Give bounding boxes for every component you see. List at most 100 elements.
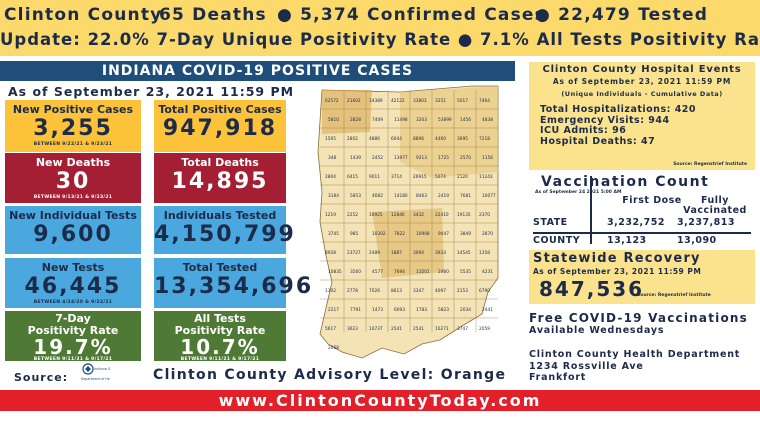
county-count: 2804	[325, 174, 336, 180]
positivity-7day-value: 19.7%	[33, 335, 113, 359]
county-count: 2034	[460, 307, 471, 313]
county-count: 2570	[460, 155, 471, 161]
county-count: 1302	[325, 288, 336, 294]
recovery-as-of: As of September 23, 2021 11:59 PM	[533, 267, 702, 276]
county-count: 23727	[347, 250, 361, 256]
individuals-tested-box: Individuals Tested 4,150,799	[154, 206, 296, 254]
county-count: 7464	[479, 98, 490, 104]
hospital-row: ICU Admits: 96	[540, 125, 627, 136]
county-count: 11243	[479, 174, 493, 180]
individuals-tested-value: 4,150,799	[154, 222, 296, 247]
county-count: 7822	[394, 231, 405, 237]
county-count: 3347	[413, 288, 424, 294]
county-count: 19135	[457, 212, 471, 218]
county-count: 10737	[369, 326, 383, 332]
county-row: COUNTY 13,123 13,090	[533, 232, 751, 246]
statewide-recovery-panel: Statewide Recovery As of September 23, 2…	[529, 250, 755, 304]
county-count: 3560	[350, 269, 361, 275]
county-count: 5017	[457, 98, 468, 104]
county-count: 4097	[435, 288, 446, 294]
new-deaths-value: 30	[55, 169, 91, 194]
county-count: 8613	[391, 288, 402, 294]
total-deaths-value: 14,895	[171, 169, 269, 194]
county-count: 14180	[394, 193, 408, 199]
state-fully-vaccinated: 3,237,813	[677, 217, 735, 228]
county-deaths: 65 Deaths	[159, 5, 267, 25]
county-count: 7791	[350, 307, 361, 313]
positivity-all-box: All Tests Positivity Rate 10.7% BETWEEN …	[154, 311, 286, 362]
recovery-value: 847,536	[539, 277, 645, 301]
county-count: 11498	[394, 117, 408, 123]
health-department-info: Clinton County Health Department 1234 Ro…	[529, 349, 740, 384]
vaccination-divider	[590, 176, 592, 244]
county-count: 53899	[438, 117, 452, 123]
county-count: 22410	[435, 212, 449, 218]
county-count: 5535	[460, 269, 471, 275]
isdh-logo: Indiana State Department of Health	[81, 363, 110, 381]
county-count: 7026	[369, 288, 380, 294]
hospital-events-panel: Clinton County Hospital Events As of Sep…	[529, 62, 755, 170]
county-count: 1783	[416, 307, 427, 313]
new-tests-label: New Tests	[41, 261, 105, 274]
county-count: 2217	[328, 307, 339, 313]
county-count: 3623	[347, 326, 358, 332]
county-count: 2068	[328, 345, 339, 351]
individuals-tested-label: Individuals Tested	[163, 209, 277, 222]
county-count: 14389	[369, 98, 383, 104]
county-count: 7694	[394, 269, 405, 275]
state-as-of: As of September 23, 2021 11:59 PM	[8, 84, 295, 99]
county-confirmed: ● 5,374 Confirmed Cases	[277, 5, 546, 25]
county-count: 985	[350, 231, 358, 237]
county-count: 3432	[413, 212, 424, 218]
county-count: 3933	[435, 250, 446, 256]
hospital-row: Emergency Visits: 944	[540, 114, 670, 126]
vaccination-as-of: As of September 24 2021 5:00 AM	[535, 190, 622, 195]
county-count: 1219	[325, 212, 336, 218]
county-count: 1887	[391, 250, 402, 256]
county-count: 3184	[328, 193, 339, 199]
county-count: 2153	[457, 288, 468, 294]
county-count: 3747	[457, 326, 468, 332]
county-count: 62572	[325, 98, 339, 104]
county-count: 5823	[438, 307, 449, 313]
county-count: 2460	[438, 269, 449, 275]
county-count: 10925	[369, 212, 383, 218]
county-count: 4886	[369, 136, 380, 142]
county-count: 2419	[438, 193, 449, 199]
new-positive-note: BETWEEN 9/22/21 & 9/23/21	[33, 142, 113, 147]
svg-text:Indiana State: Indiana State	[94, 367, 110, 371]
recovery-source: Source: Regenstrief Institute	[637, 293, 711, 298]
positivity-all-label-1: All Tests	[194, 312, 246, 325]
positivity-all-note: BETWEEN 9/11/21 & 9/17/21	[180, 357, 260, 362]
county-count: 1725	[438, 155, 449, 161]
positivity-all-label-2: Positivity Rate	[174, 324, 266, 337]
total-tested-box: Total Tested 13,354,696	[154, 258, 314, 308]
county-count: 10271	[435, 326, 449, 332]
county-count: 33803	[413, 98, 427, 104]
total-tested-value: 13,354,696	[154, 274, 314, 299]
first-dose-header: First Dose	[622, 195, 682, 206]
county-count: 10835	[328, 269, 342, 275]
footer-url[interactable]: www.ClintonCountyToday.com	[0, 390, 760, 411]
county-count: 14545	[457, 250, 471, 256]
county-count: 3251	[435, 98, 446, 104]
county-count: 8896	[413, 136, 424, 142]
county-count: 348	[328, 155, 336, 161]
county-count: 3094	[413, 250, 424, 256]
total-positive-value: 947,918	[162, 116, 278, 141]
county-count: 4460	[435, 136, 446, 142]
county-count: 8928	[325, 250, 336, 256]
county-count: 10302	[372, 231, 386, 237]
county-count: 1473	[372, 307, 383, 313]
header-bar: Clinton County 65 Deaths ● 5,374 Confirm…	[0, 0, 760, 56]
county-count: 5074	[435, 174, 446, 180]
new-tests-value: 46,445	[24, 274, 122, 299]
free-vaccinations-day: Available Wednesdays	[529, 325, 665, 336]
county-count: 13501	[416, 269, 430, 275]
county-count: 3695	[457, 136, 468, 142]
county-count: 6044	[391, 136, 402, 142]
county-count: 2120	[457, 174, 468, 180]
county-count: 9213	[416, 155, 427, 161]
county-count: 12846	[391, 212, 405, 218]
county-count: 10908	[416, 231, 430, 237]
